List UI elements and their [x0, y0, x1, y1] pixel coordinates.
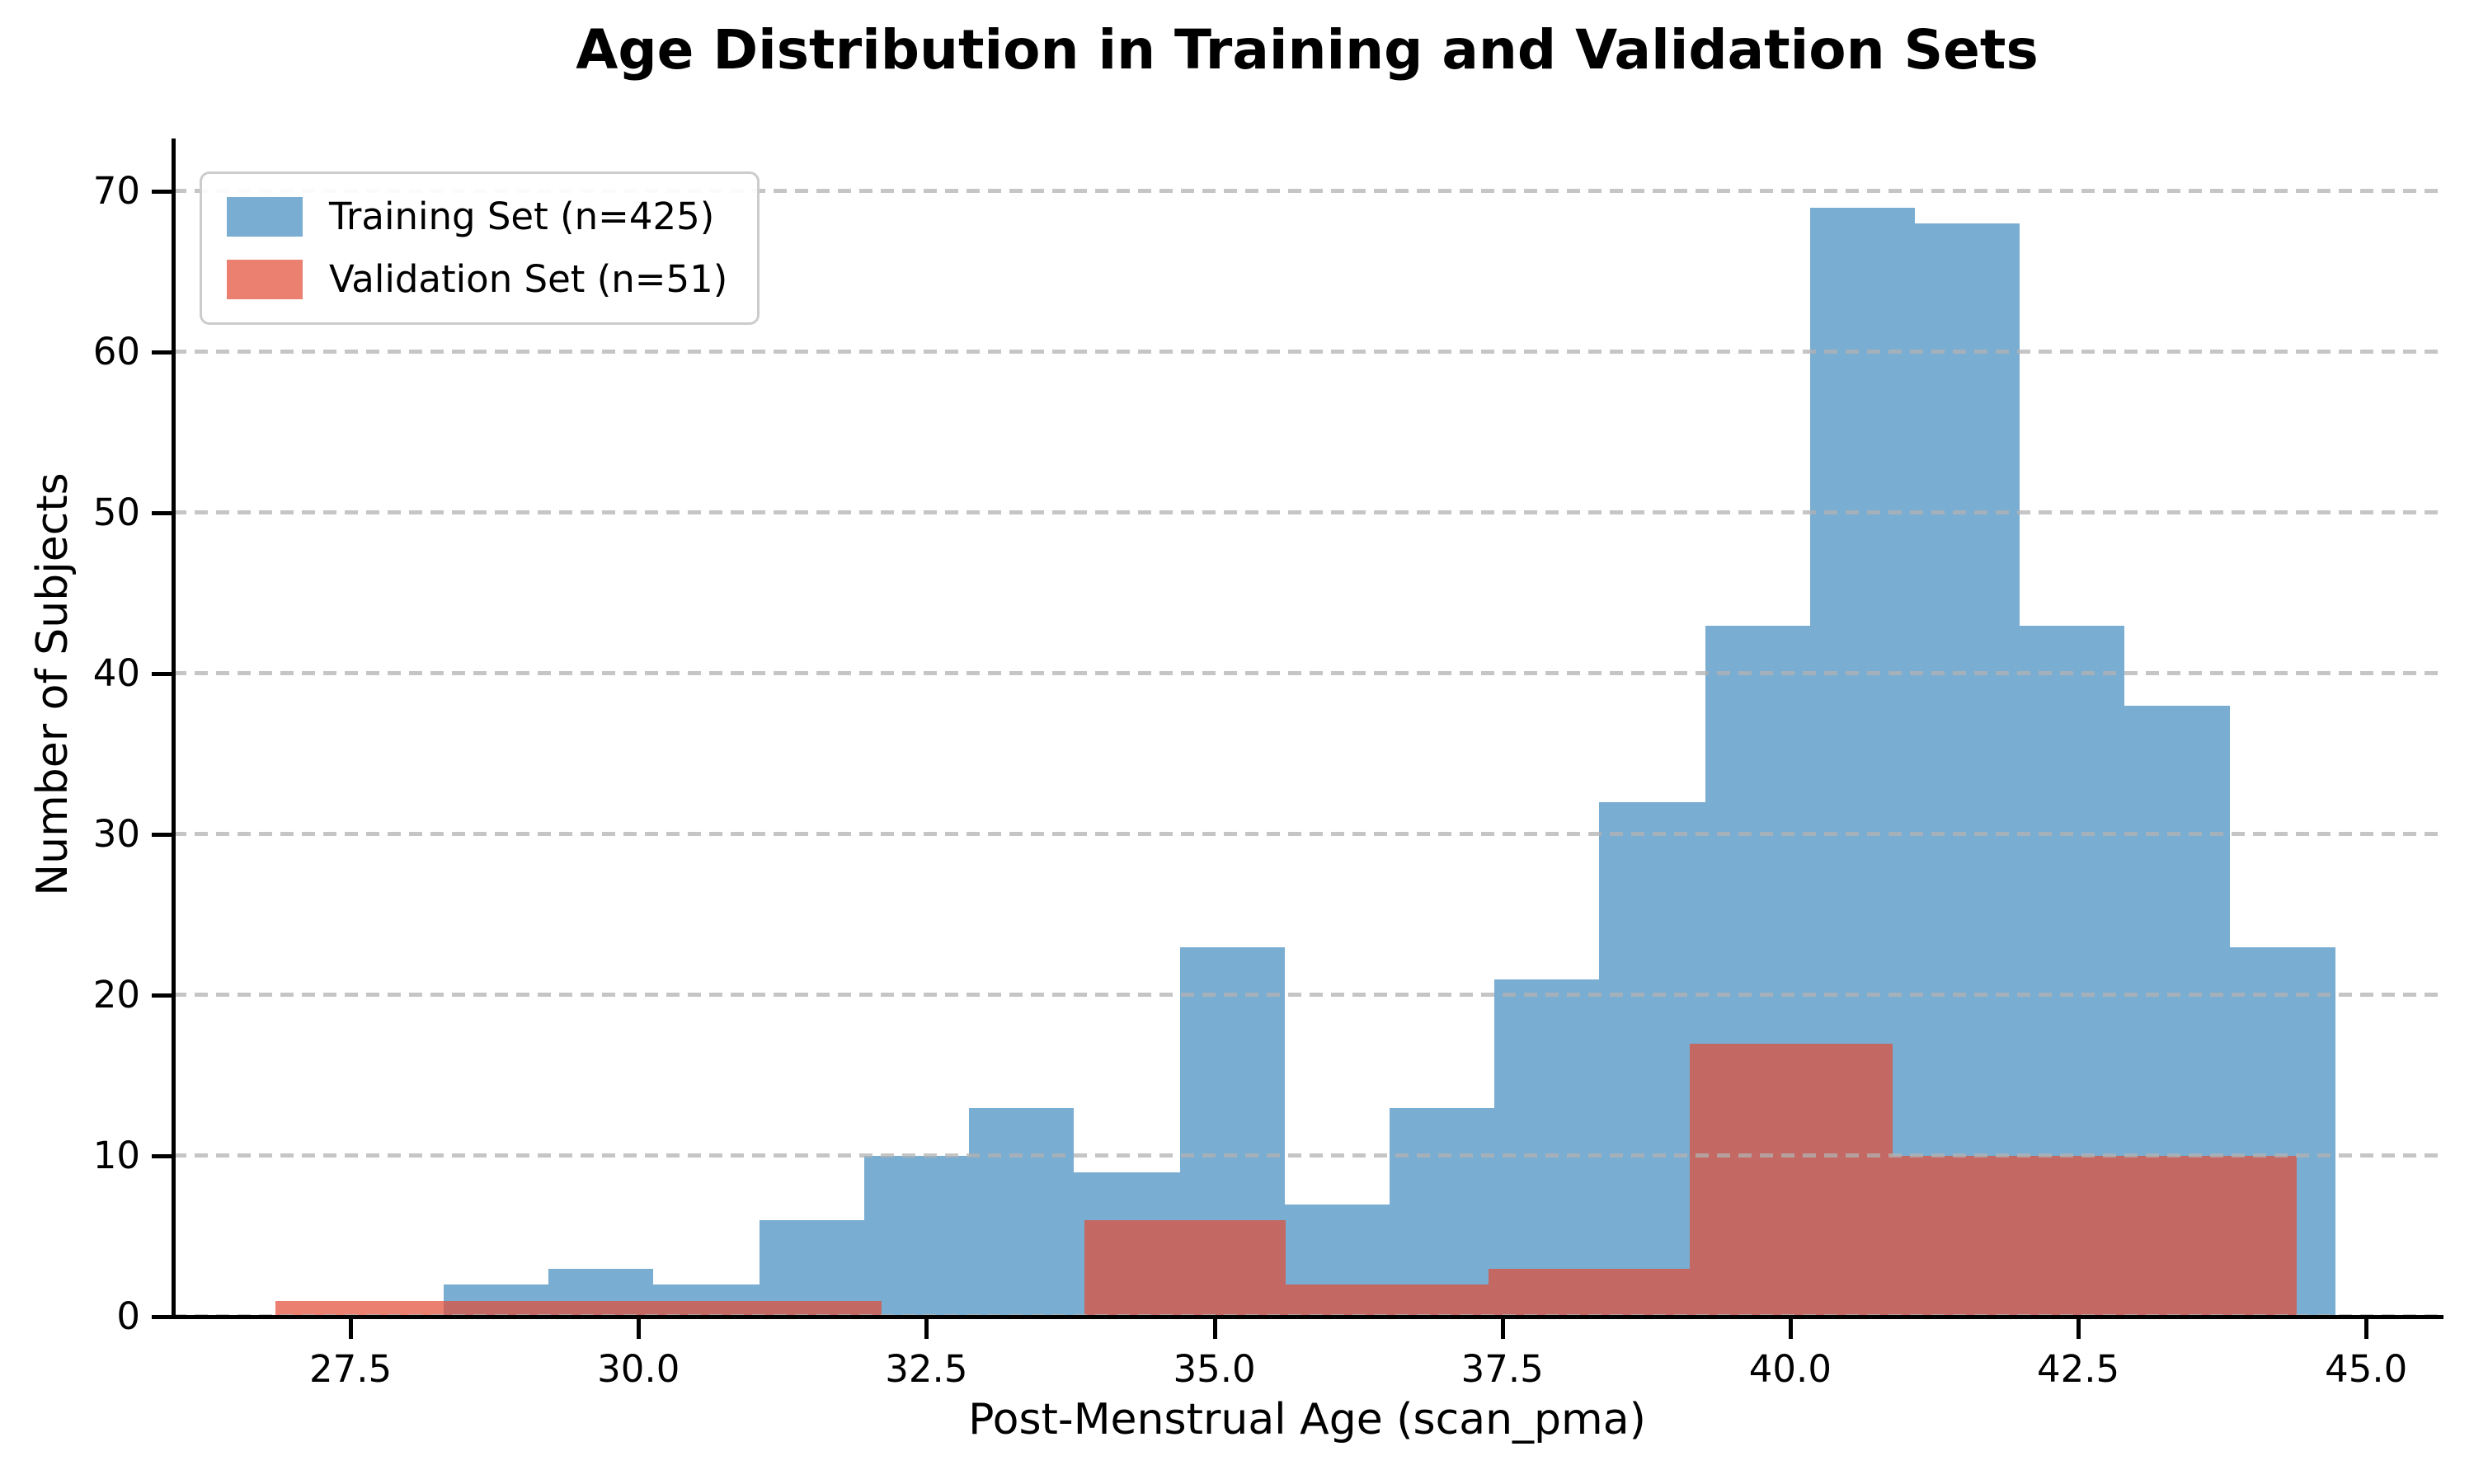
bar-validation	[1690, 1043, 1893, 1317]
bar-validation	[680, 1300, 882, 1317]
x-tick-mark	[2364, 1319, 2369, 1339]
y-tick-mark	[152, 1154, 173, 1159]
x-tick-label: 42.5	[2036, 1347, 2120, 1391]
x-tick-mark	[637, 1319, 642, 1339]
gridline-y-40	[173, 671, 2441, 676]
y-tick-mark	[152, 190, 173, 195]
x-tick-label: 32.5	[885, 1347, 968, 1391]
x-tick-mark	[349, 1319, 354, 1339]
legend: Training Set (n=425) Validation Set (n=5…	[200, 171, 760, 325]
y-tick-label: 60	[92, 330, 140, 374]
legend-label-validation: Validation Set (n=51)	[329, 257, 728, 301]
bar-validation	[275, 1300, 477, 1317]
x-axis-spine	[172, 1315, 2443, 1319]
bar-training	[759, 1220, 864, 1317]
y-tick-label: 10	[92, 1134, 140, 1178]
y-tick-label: 70	[92, 169, 140, 214]
bar-training	[1493, 979, 1600, 1317]
gridline-y-20	[173, 993, 2441, 998]
legend-item-training: Training Set (n=425)	[227, 195, 727, 238]
y-tick-label: 0	[116, 1294, 140, 1338]
y-tick-mark	[152, 1315, 173, 1319]
gridline-y-60	[173, 350, 2441, 355]
y-tick-label: 40	[92, 651, 140, 696]
x-tick-mark	[1788, 1319, 1793, 1339]
bar-validation	[1084, 1220, 1286, 1317]
bar-validation	[1286, 1284, 1489, 1317]
x-tick-mark	[1500, 1319, 1505, 1339]
validation-swatch-icon	[227, 260, 303, 299]
x-tick-label: 30.0	[597, 1347, 680, 1391]
y-axis-spine	[172, 139, 176, 1319]
x-tick-label: 35.0	[1173, 1347, 1256, 1391]
x-tick-label: 27.5	[308, 1347, 393, 1391]
bar-training	[969, 1107, 1075, 1317]
x-tick-label: 45.0	[2325, 1347, 2408, 1391]
bar-training	[863, 1156, 970, 1317]
bar-training	[1389, 1107, 1494, 1317]
x-axis-label: Post-Menstrual Age (scan_pma)	[968, 1395, 1646, 1444]
y-tick-mark	[152, 350, 173, 355]
y-tick-label: 20	[92, 973, 140, 1017]
gridline-y-10	[173, 1153, 2441, 1158]
y-tick-label: 30	[92, 812, 140, 857]
bar-validation	[1488, 1268, 1691, 1317]
bar-training	[1599, 802, 1705, 1317]
bar-validation	[2094, 1156, 2298, 1317]
x-tick-label: 40.0	[1748, 1347, 1832, 1391]
legend-item-validation: Validation Set (n=51)	[227, 258, 727, 301]
x-tick-label: 37.5	[1460, 1347, 1544, 1391]
y-tick-mark	[152, 833, 173, 838]
x-tick-mark	[924, 1319, 929, 1339]
training-swatch-icon	[227, 197, 303, 237]
bar-validation	[477, 1300, 680, 1317]
y-tick-label: 50	[92, 491, 140, 535]
gridline-y-50	[173, 510, 2441, 515]
y-axis-label: Number of Subjects	[28, 472, 78, 896]
x-tick-mark	[1212, 1319, 1217, 1339]
bar-training	[1914, 223, 2020, 1317]
y-tick-mark	[152, 511, 173, 516]
plot-area	[173, 139, 2441, 1318]
legend-label-training: Training Set (n=425)	[329, 195, 715, 238]
bar-validation	[1893, 1156, 2095, 1317]
x-tick-mark	[2077, 1319, 2081, 1339]
y-tick-mark	[152, 993, 173, 998]
y-tick-mark	[152, 672, 173, 677]
chart-title: Age Distribution in Training and Validat…	[576, 18, 2039, 82]
gridline-y-30	[173, 832, 2441, 837]
gridline-y-70	[173, 189, 2441, 194]
